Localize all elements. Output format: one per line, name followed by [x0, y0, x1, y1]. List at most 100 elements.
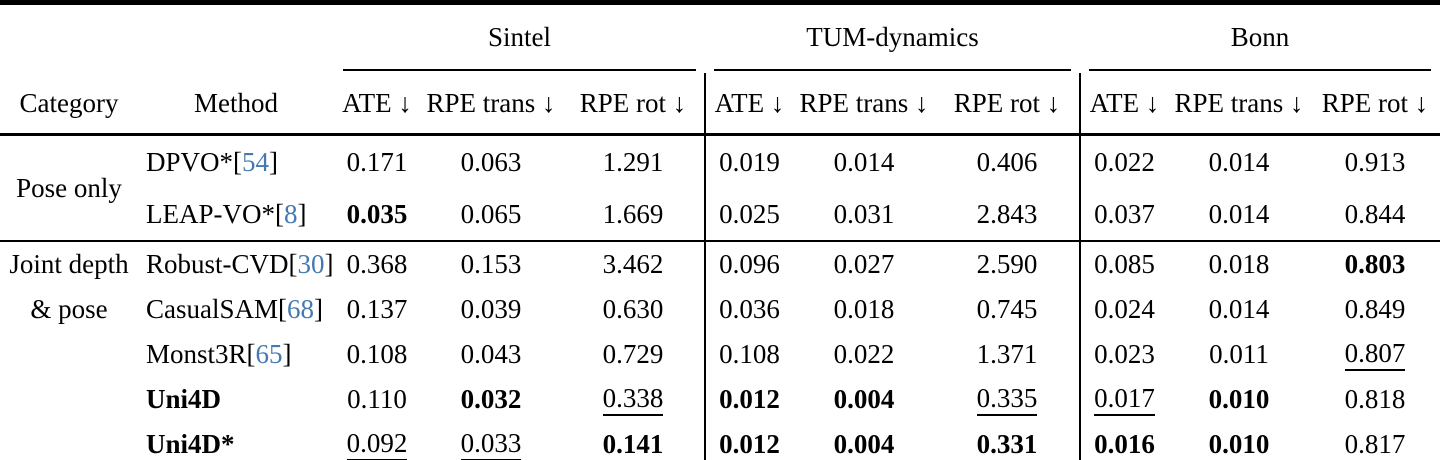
metric-value: 2.590 [976, 249, 1038, 279]
empty-corner-cell [138, 3, 334, 74]
group-label: Sintel [488, 21, 552, 52]
results-table-body: Pose only DPVO*[54] 0.171 0.063 1.291 0.019 0.… [0, 134, 1440, 460]
metric-header-row: Category Method ATE ↓ RPE trans ↓ RPE ro… [0, 73, 1440, 136]
metric-value: 0.368 [346, 249, 408, 279]
metric-value-cell: 0.010 [1168, 377, 1310, 422]
metric-value: 0.004 [833, 384, 895, 414]
metric-value: 0.137 [346, 294, 408, 324]
method-cell: CasualSAM[68] [138, 287, 334, 332]
metric-value-cell: 0.018 [1168, 240, 1311, 287]
category-label-line: Pose only [16, 172, 122, 203]
category-label-line: & pose [30, 294, 108, 324]
metric-value-cell: 0.368 [334, 240, 420, 287]
citation-number: 8 [284, 198, 298, 229]
metric-value: 1.291 [602, 146, 664, 177]
metric-value-cell: 1.291 [562, 135, 705, 189]
metric-value-cell: 0.036 [704, 287, 794, 332]
metric-value-cell: 0.004 [793, 422, 935, 460]
group-header-tum-dynamics: TUM-dynamics [705, 3, 1080, 74]
group-header-sintel: Sintel [334, 3, 705, 74]
group-label: Bonn [1230, 21, 1290, 52]
metric-value-cell: 0.010 [1168, 422, 1310, 460]
metric-value: 1.669 [602, 198, 664, 229]
metric-value-cell: 0.033 [420, 422, 562, 460]
citation-bracket-close: ] [314, 294, 324, 324]
method-cell: Robust-CVD[30] [138, 240, 334, 287]
citation-link[interactable]: [65] [247, 339, 292, 369]
metric-value: 0.010 [1208, 429, 1270, 459]
metric-value: 1.371 [976, 339, 1038, 369]
metric-value: 0.729 [602, 339, 664, 369]
metric-value-cell: 0.331 [935, 422, 1080, 460]
metric-value-cell: 0.803 [1310, 240, 1440, 287]
metric-value: 0.035 [346, 198, 408, 229]
metric-header-bonn-ate: ATE ↓ [1079, 73, 1169, 136]
metric-value-cell: 0.085 [1079, 240, 1169, 287]
citation-bracket-open: [ [278, 294, 288, 324]
metric-value: 0.014 [1208, 146, 1270, 177]
metric-value: 0.065 [460, 198, 522, 229]
dataset-group-header-row: Sintel TUM-dynamics Bonn [0, 3, 1440, 74]
metric-value-cell: 0.141 [562, 422, 705, 460]
citation-link[interactable]: [54] [233, 147, 278, 177]
metric-value-cell: 3.462 [562, 240, 706, 287]
method-cell: DPVO*[54] [138, 135, 334, 189]
citation-link[interactable]: [8] [275, 199, 307, 229]
citation-bracket-open: [ [275, 198, 284, 229]
metric-value: 0.018 [1208, 249, 1270, 279]
metric-value: 0.027 [833, 249, 895, 279]
metric-value: 0.338 [602, 383, 664, 417]
metric-value-cell: 0.035 [334, 188, 420, 241]
metric-value-cell: 0.043 [420, 332, 562, 377]
metric-header-bonn-rpe-rot: RPE rot ↓ [1310, 73, 1440, 136]
metric-value: 0.141 [602, 429, 664, 459]
metric-value: 0.033 [460, 428, 522, 460]
metric-header-sintel-ate: ATE ↓ [334, 73, 420, 136]
metric-value: 0.036 [719, 294, 780, 324]
metric-value: 0.011 [1209, 339, 1269, 369]
metric-value: 0.014 [833, 146, 895, 177]
metric-header-sintel-rpe-trans: RPE trans ↓ [420, 73, 562, 136]
table-row: LEAP-VO*[8] 0.035 0.065 1.669 0.025 0.031 2.84… [0, 188, 1440, 241]
metric-value: 0.818 [1344, 384, 1406, 414]
category-cell: Pose only [0, 135, 138, 242]
metric-value-cell: 0.014 [793, 135, 935, 189]
citation-link[interactable]: [30] [289, 249, 334, 279]
metric-value: 0.031 [833, 198, 895, 229]
metric-value: 0.913 [1344, 146, 1406, 177]
metric-value: 0.017 [1094, 383, 1155, 417]
metric-value: 0.019 [719, 146, 780, 177]
metric-value-cell: 0.012 [704, 422, 794, 460]
metric-value: 0.037 [1094, 198, 1155, 229]
metric-value: 0.039 [460, 294, 522, 324]
metric-value: 0.032 [460, 384, 522, 414]
metric-value-cell: 0.406 [935, 135, 1080, 189]
method-cell: Uni4D* [138, 422, 334, 460]
citation-bracket-close: ] [282, 339, 292, 369]
metric-value: 0.630 [602, 294, 664, 324]
metric-value-cell: 0.023 [1079, 332, 1169, 377]
metric-value: 2.843 [976, 198, 1038, 229]
citation-link[interactable]: [68] [278, 294, 323, 324]
metric-value: 0.849 [1344, 294, 1406, 324]
metric-value-cell: 0.338 [562, 377, 705, 422]
metric-value-cell: 1.669 [562, 188, 705, 241]
metric-value: 0.016 [1094, 429, 1155, 459]
metric-value: 0.043 [460, 339, 522, 369]
group-header-bonn: Bonn [1080, 3, 1440, 74]
metric-value-cell: 0.017 [1079, 377, 1169, 422]
method-name: Robust-CVD [146, 249, 289, 279]
metric-value: 0.023 [1094, 339, 1155, 369]
metric-value: 0.108 [346, 339, 408, 369]
metric-value-cell: 1.371 [935, 332, 1080, 377]
metric-value-cell: 0.137 [334, 287, 420, 332]
metric-value-cell: 0.039 [420, 287, 562, 332]
metric-value-cell: 0.004 [793, 377, 935, 422]
metric-value-cell: 0.849 [1310, 287, 1440, 332]
metric-value-cell: 0.807 [1310, 332, 1440, 377]
metric-value: 3.462 [602, 249, 664, 279]
metric-value: 0.012 [719, 384, 780, 414]
citation-bracket-close: ] [324, 249, 334, 279]
metric-value-cell: 2.590 [935, 240, 1081, 287]
metric-value: 0.807 [1344, 338, 1406, 372]
